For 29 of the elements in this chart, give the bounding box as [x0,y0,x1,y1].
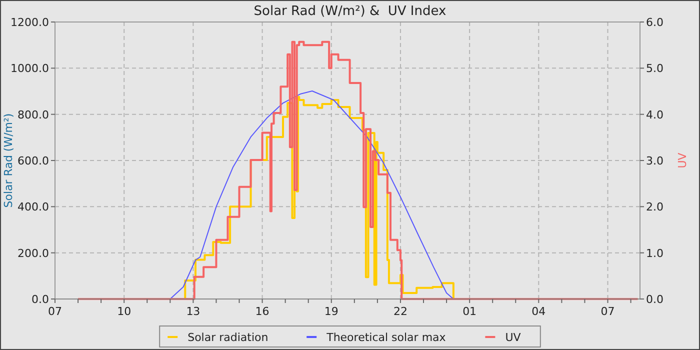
x-tick-label: 04 [532,305,546,318]
y-tick-label: 200.0 [18,246,49,260]
x-tick-label: 07 [48,305,62,318]
legend-label: UV [505,331,522,344]
y-tick-label: 1200.0 [10,16,49,29]
y2-tick-label: 2.0 [646,200,664,214]
y-tick-label: 0.0 [32,293,49,306]
y2-tick-label: 4.0 [646,108,664,122]
y2-tick-label: 6.0 [646,16,664,29]
y2-tick-label: 1.0 [646,246,664,260]
y-tick-label: 800.0 [18,108,49,122]
x-tick-label: 13 [186,305,200,318]
y2-axis-title: UV [676,152,689,168]
y-tick-label: 400.0 [18,200,49,214]
x-tick-label: 07 [600,305,615,318]
y-tick-label: 600.0 [18,154,49,168]
y2-tick-label: 5.0 [646,62,664,76]
x-tick-label: 22 [393,305,408,318]
x-tick-label: 01 [462,305,477,318]
chart-title: Solar Rad (W/m²) & UV Index [254,4,447,19]
y-tick-label: 1000.0 [10,62,49,76]
x-tick-label: 19 [324,305,338,318]
y-axis-title: Solar Rad (W/m²) [2,113,15,208]
x-tick-label: 10 [117,305,132,318]
legend-label: Theoretical solar max [326,331,446,344]
legend-label: Solar radiation [188,331,268,344]
y2-tick-label: 0.0 [646,293,664,306]
x-tick-label: 16 [255,305,270,318]
y2-tick-label: 3.0 [646,154,664,168]
